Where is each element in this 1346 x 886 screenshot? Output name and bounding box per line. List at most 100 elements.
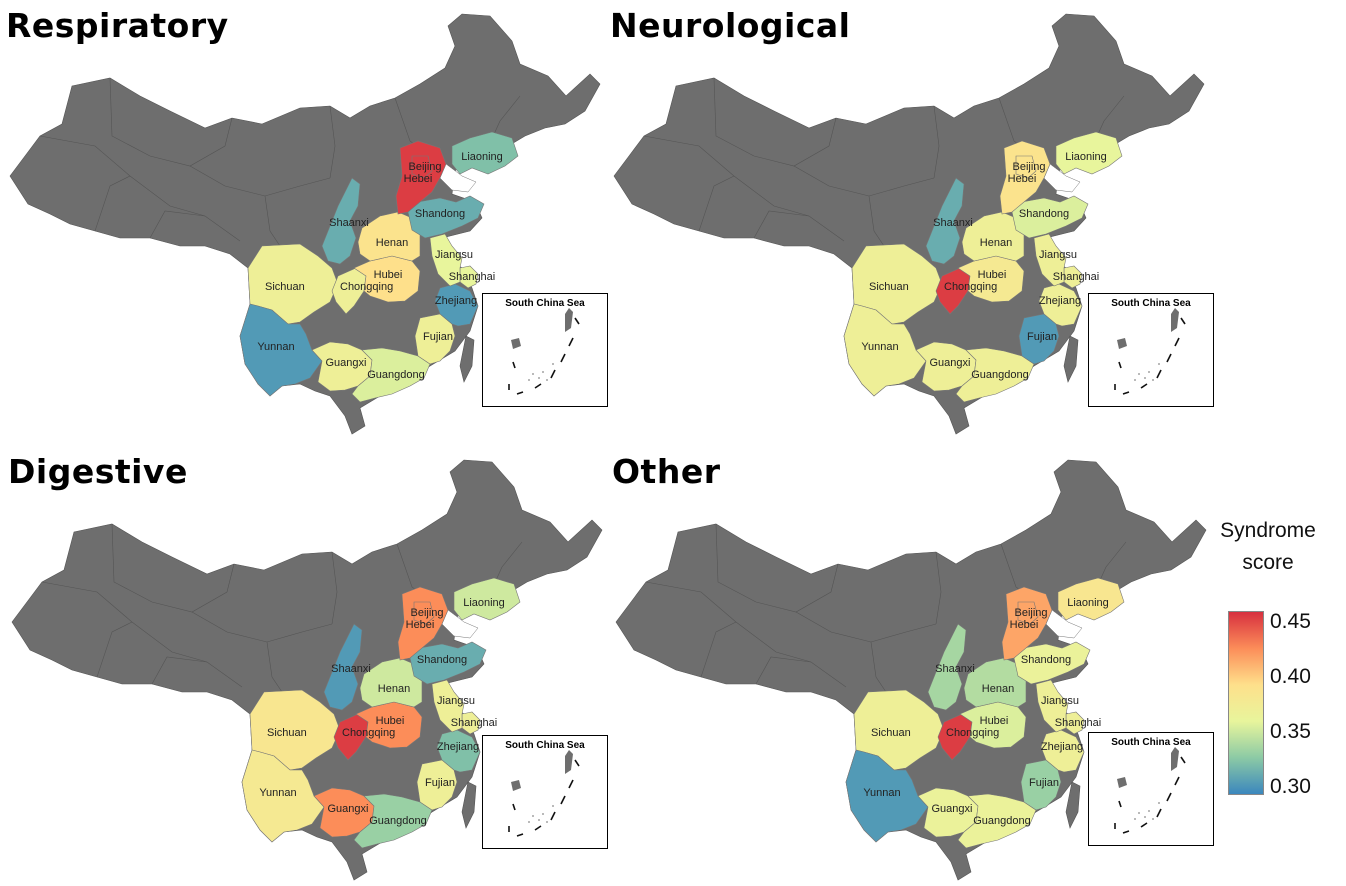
legend-title-line1: Syndrome [1220,519,1316,542]
province-shaanxi [321,177,361,265]
province-label-jiangsu: Jiangsu [1039,249,1077,261]
province-label-shanghai: Shanghai [1053,271,1100,283]
hainan-island-icon [1117,777,1127,788]
region-border [870,641,887,693]
province-label-henan: Henan [980,237,1012,249]
province-label-yunnan: Yunnan [861,341,898,353]
map-panel-other: Other Sichuan Chongqing Yunnan Guangxi Guang… [606,446,1216,886]
inset-map [1114,747,1186,834]
legend-tick: 0.35 [1270,720,1311,743]
inset-title: South China Sea [505,298,585,309]
taiwan-island-icon [565,308,573,332]
province-label-beijing: Beijing [408,161,441,173]
province-label-zhejiang: Zhejiang [1041,741,1083,753]
region-border [149,210,206,239]
islet-dot [1144,816,1146,818]
province-liaoning [453,577,521,621]
map-panel-neurological: Neurological Sichuan Chongqing Yunnan Guang… [604,0,1214,440]
taiwan-region [461,781,477,829]
boundary-dash [560,353,566,363]
province-label-liaoning: Liaoning [1065,151,1107,163]
province-henan [357,211,421,262]
province-beijing [1017,601,1039,625]
taiwan-region [1065,781,1081,829]
boundary-dash [574,759,580,767]
boundary-dash [1156,369,1162,379]
inset-map [508,750,580,837]
province-label-henan: Henan [376,237,408,249]
province-label-guangdong: Guangdong [367,369,425,381]
panel-title: Neurological [610,6,851,45]
boundary-dash [1140,822,1148,828]
province-label-shaanxi: Shaanxi [935,663,975,675]
province-label-liaoning: Liaoning [461,151,503,163]
region-border [698,175,735,232]
province-label-sichuan: Sichuan [871,727,911,739]
province-label-beijing: Beijing [410,607,443,619]
region-border [96,621,133,678]
region-border [715,523,839,613]
province-label-sichuan: Sichuan [869,281,909,293]
legend-title-line2: score [1242,551,1294,574]
province-shandong [409,641,487,685]
boundary-dash [1174,776,1180,786]
boundary-dash [1166,353,1172,363]
region-border [39,135,241,242]
inset-map [1114,308,1186,395]
boundary-dash [516,833,524,837]
islet-dot [552,363,554,365]
province-beijing [1015,155,1037,179]
map-panel-respiratory: Respiratory Sichuan Chongqing Yunnan Guangx… [0,0,610,440]
boundary-dash [550,369,556,379]
province-yunnan [239,303,323,397]
boundary-dash [534,383,542,389]
islet-dot [542,371,544,373]
province-hebei [999,140,1051,215]
province-label-fujian: Fujian [1027,331,1057,343]
inset-title: South China Sea [1111,298,1191,309]
province-shandong [1011,195,1089,239]
province-label-henan: Henan [982,683,1014,695]
legend-tick: 0.30 [1270,775,1311,798]
region-border [713,77,837,167]
province-label-shanghai: Shanghai [451,717,498,729]
taiwan-region [1063,335,1079,383]
islet-dot [538,377,540,379]
boundary-dash [516,391,524,395]
province-zhejiang [434,283,479,327]
province-beijing [413,601,435,625]
taiwan-island-icon [1171,308,1179,332]
boundary-dash [534,825,542,831]
province-label-hubei: Hubei [978,269,1007,281]
islet-dot [538,819,540,821]
province-label-hubei: Hubei [376,715,405,727]
islet-dot [528,379,530,381]
region-border [151,656,208,685]
islet-dot [546,379,548,381]
province-jiangsu [1035,679,1069,733]
province-label-hebei: Hebei [1010,619,1039,631]
province-label-jiangsu: Jiangsu [1041,695,1079,707]
province-label-guangdong: Guangdong [973,815,1031,827]
province-shandong [407,195,485,239]
region-border [933,105,940,179]
province-guangdong [353,793,433,849]
boundary-dash [1122,830,1130,834]
region-border [264,195,281,247]
province-yunnan [845,749,929,843]
region-border [41,581,243,688]
province-liaoning [1055,131,1123,175]
islet-dot [542,813,544,815]
panel-title: Respiratory [6,6,229,45]
islet-dot [552,805,554,807]
province-guangdong [957,793,1037,849]
boundary-dash [1180,317,1186,325]
province-label-guangxi: Guangxi [328,803,369,815]
province-label-guangxi: Guangxi [326,357,367,369]
boundary-dash [560,795,566,805]
province-label-liaoning: Liaoning [1067,597,1109,609]
taiwan-island-icon [1171,747,1179,771]
